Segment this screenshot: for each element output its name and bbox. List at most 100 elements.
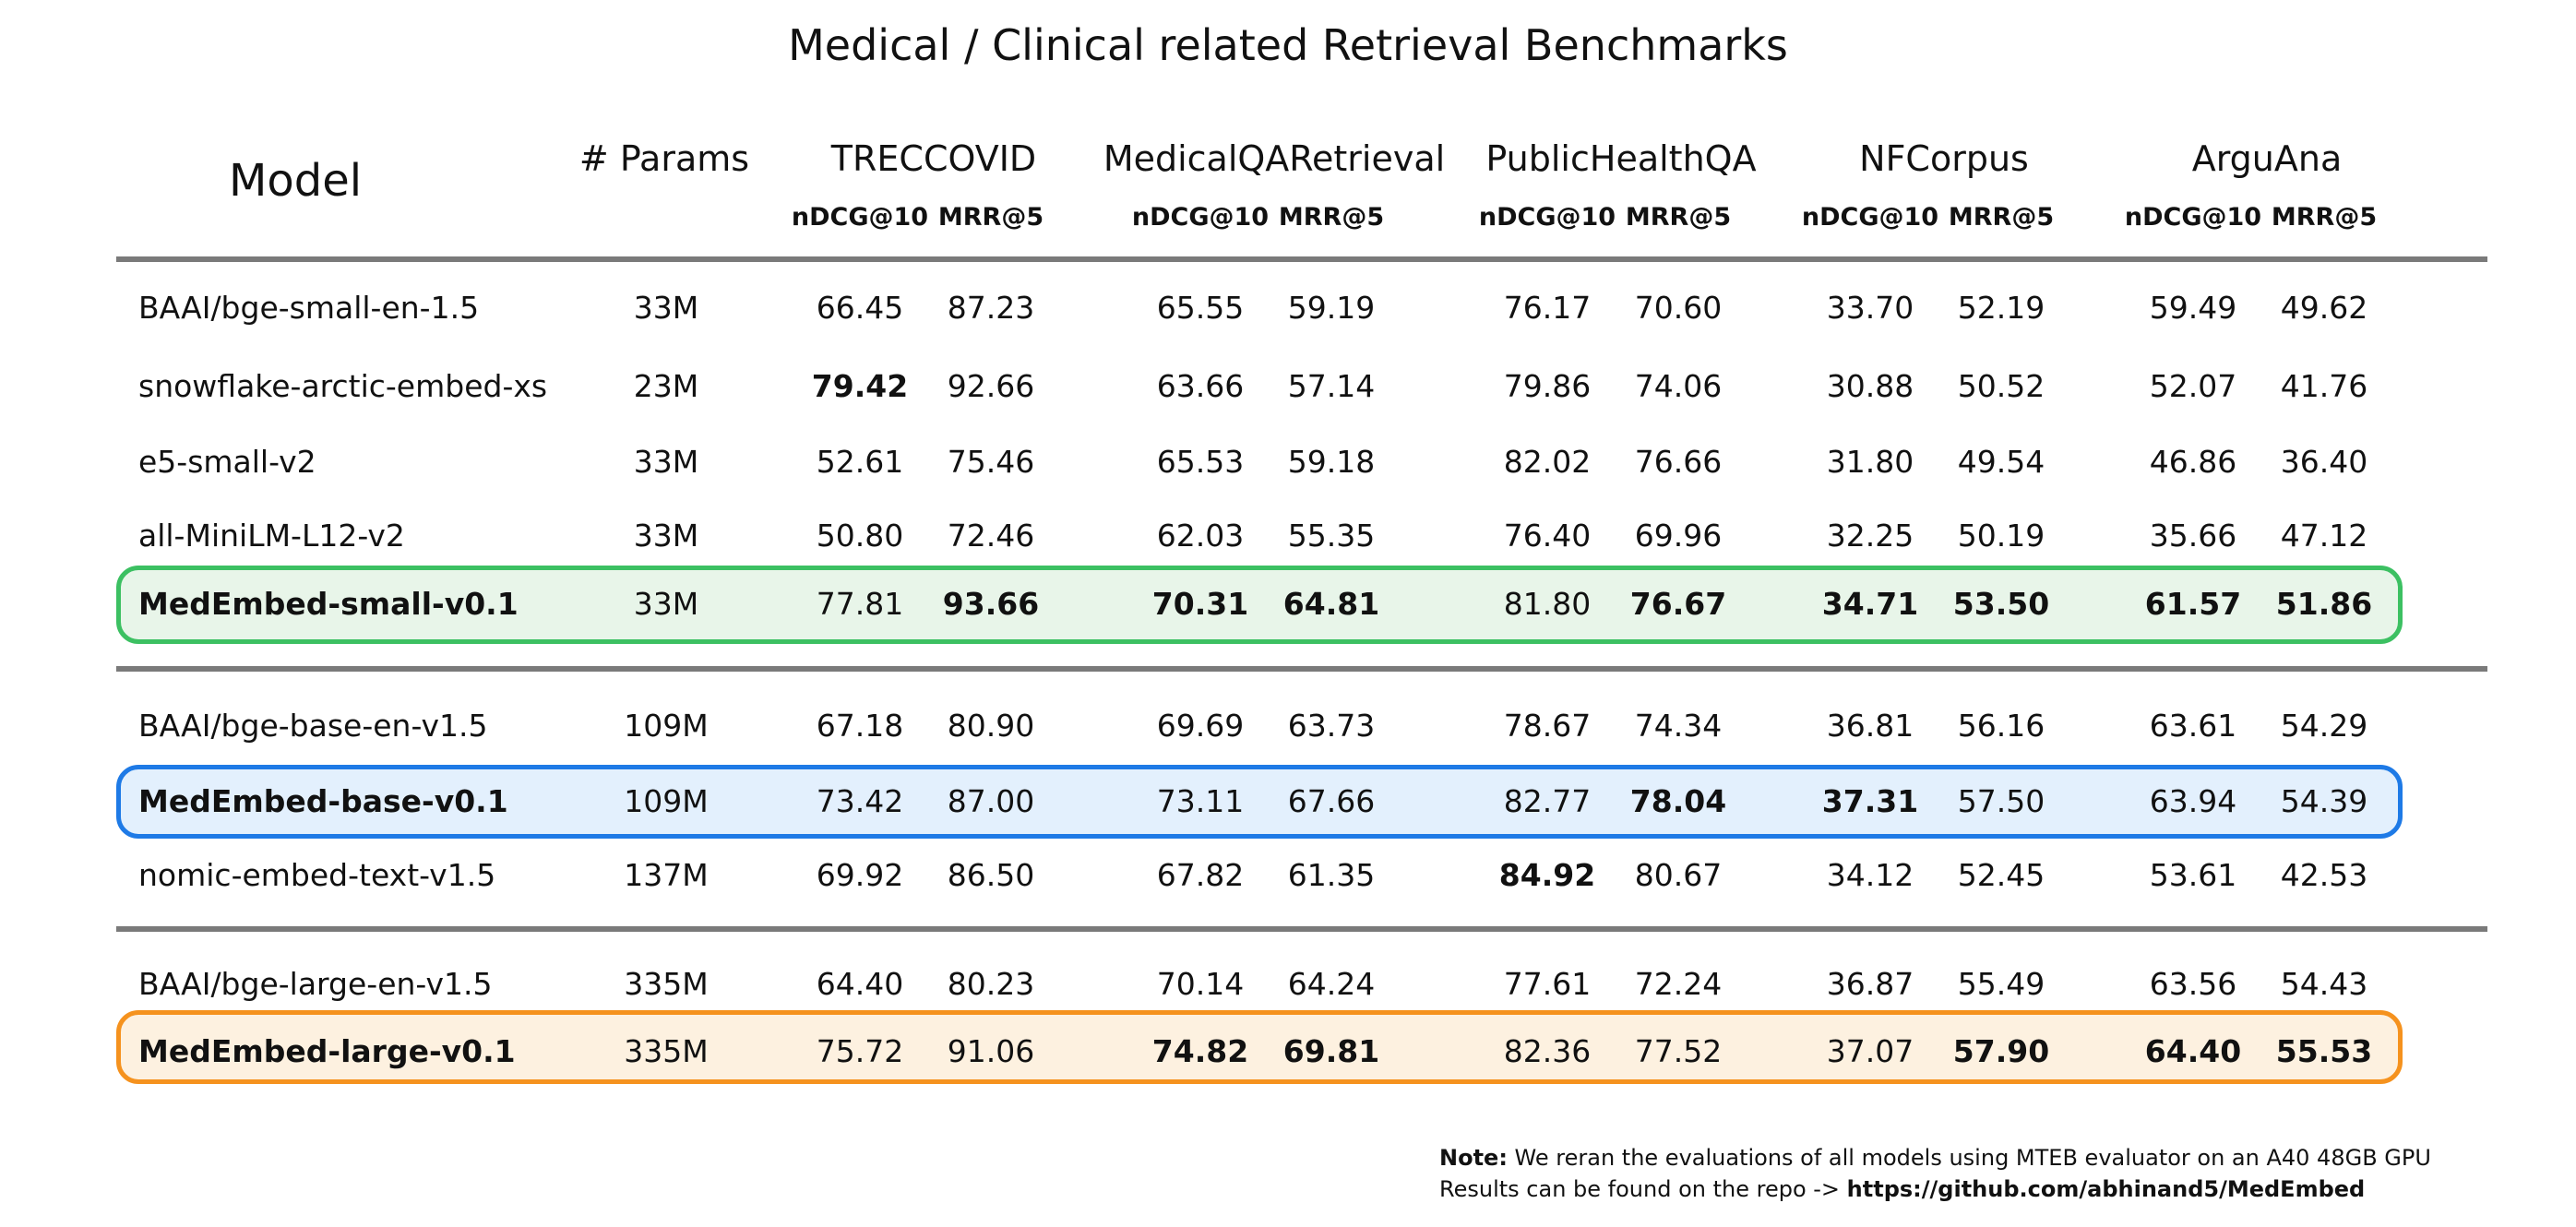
param-count: 109M xyxy=(624,708,709,744)
score-cell: 70.31 xyxy=(1151,586,1249,622)
score-cell: 67.66 xyxy=(1287,783,1376,819)
score-cell: 51.86 xyxy=(2275,586,2373,622)
score-cell: 69.92 xyxy=(816,857,904,893)
score-cell: 86.50 xyxy=(947,857,1035,893)
table-row: e5-small-v2 33M 52.61 75.46 65.53 59.18 82.02 7… xyxy=(0,435,2576,490)
score-cell: 53.50 xyxy=(1952,586,2050,622)
score-cell: 64.81 xyxy=(1282,586,1380,622)
score-cell: 55.35 xyxy=(1287,518,1376,554)
score-cell: 76.67 xyxy=(1629,586,1727,622)
header-publichealthqa: PublicHealthQA xyxy=(1485,138,1757,179)
score-cell: 37.07 xyxy=(1826,1033,1914,1069)
score-cell: 54.29 xyxy=(2280,708,2368,744)
score-cell: 73.42 xyxy=(816,783,904,819)
subheader-arguana-ndcg10: nDCG@10 xyxy=(2124,203,2262,232)
repo-link[interactable]: https://github.com/abhinand5/MedEmbed xyxy=(1846,1176,2366,1202)
score-cell: 30.88 xyxy=(1826,368,1914,404)
note-label: Note: xyxy=(1439,1145,1508,1171)
score-cell: 52.07 xyxy=(2149,368,2237,404)
score-cell: 46.86 xyxy=(2149,444,2237,480)
subheader-nfcorpus-ndcg10: nDCG@10 xyxy=(1801,203,1939,232)
score-cell: 76.17 xyxy=(1503,290,1592,326)
score-cell: 74.82 xyxy=(1151,1033,1249,1069)
score-cell: 75.46 xyxy=(947,444,1035,480)
score-cell: 57.14 xyxy=(1287,368,1376,404)
score-cell: 67.18 xyxy=(816,708,904,744)
param-count: 33M xyxy=(633,444,699,480)
score-cell: 33.70 xyxy=(1826,290,1914,326)
score-cell: 31.80 xyxy=(1826,444,1914,480)
table-row: BAAI/bge-base-en-v1.5 109M 67.18 80.90 69.69… xyxy=(0,698,2576,754)
score-cell: 74.34 xyxy=(1634,708,1723,744)
subheader-nfcorpus-mrr5: MRR@5 xyxy=(1948,203,2055,232)
score-cell: 87.00 xyxy=(947,783,1035,819)
model-name: all-MiniLM-L12-v2 xyxy=(138,518,405,554)
subheader-medicalqaretrieval-mrr5: MRR@5 xyxy=(1278,203,1385,232)
score-cell: 54.39 xyxy=(2280,783,2368,819)
param-count: 23M xyxy=(633,368,699,404)
header-treccovid: TRECCOVID xyxy=(830,138,1037,179)
score-cell: 63.66 xyxy=(1156,368,1245,404)
score-cell: 50.80 xyxy=(816,518,904,554)
score-cell: 70.14 xyxy=(1156,966,1245,1002)
score-cell: 52.19 xyxy=(1957,290,2045,326)
score-cell: 78.04 xyxy=(1629,783,1727,819)
model-name: BAAI/bge-large-en-v1.5 xyxy=(138,966,493,1002)
score-cell: 63.73 xyxy=(1287,708,1376,744)
score-cell: 61.57 xyxy=(2144,586,2242,622)
score-cell: 36.87 xyxy=(1826,966,1914,1002)
subheader-medicalqaretrieval-ndcg10: nDCG@10 xyxy=(1131,203,1270,232)
score-cell: 32.25 xyxy=(1826,518,1914,554)
score-cell: 78.67 xyxy=(1503,708,1592,744)
score-cell: 77.81 xyxy=(816,586,904,622)
table-row: MedEmbed-small-v0.1 33M 77.81 93.66 70.31 64.… xyxy=(0,577,2576,632)
score-cell: 84.92 xyxy=(1498,857,1596,893)
subheader-arguana-mrr5: MRR@5 xyxy=(2271,203,2378,232)
score-cell: 61.35 xyxy=(1287,857,1376,893)
chart-title: Medical / Clinical related Retrieval Ben… xyxy=(788,20,1788,70)
score-cell: 80.67 xyxy=(1634,857,1723,893)
score-cell: 64.24 xyxy=(1287,966,1376,1002)
header-nfcorpus: NFCorpus xyxy=(1859,138,2029,179)
score-cell: 35.66 xyxy=(2149,518,2237,554)
table-row: BAAI/bge-small-en-1.5 33M 66.45 87.23 65.55 5… xyxy=(0,280,2576,336)
table-row: snowflake-arctic-embed-xs 23M 79.42 92.66 63… xyxy=(0,359,2576,414)
score-cell: 87.23 xyxy=(947,290,1035,326)
score-cell: 65.53 xyxy=(1156,444,1245,480)
model-name: MedEmbed-small-v0.1 xyxy=(138,586,519,622)
score-cell: 36.40 xyxy=(2280,444,2368,480)
divider-small-base xyxy=(116,666,2487,672)
score-cell: 69.69 xyxy=(1156,708,1245,744)
score-cell: 82.77 xyxy=(1503,783,1592,819)
score-cell: 63.56 xyxy=(2149,966,2237,1002)
score-cell: 64.40 xyxy=(2144,1033,2242,1069)
highlight-box-medembed-large-v0-1 xyxy=(116,1010,2403,1084)
score-cell: 34.12 xyxy=(1826,857,1914,893)
table-row: BAAI/bge-large-en-v1.5 335M 64.40 80.23 70.1… xyxy=(0,957,2576,1012)
model-name: nomic-embed-text-v1.5 xyxy=(138,857,496,893)
score-cell: 82.02 xyxy=(1503,444,1592,480)
param-count: 33M xyxy=(633,290,699,326)
note-line1: We reran the evaluations of all models u… xyxy=(1507,1145,2431,1171)
score-cell: 63.61 xyxy=(2149,708,2237,744)
model-name: MedEmbed-large-v0.1 xyxy=(138,1033,516,1069)
score-cell: 53.61 xyxy=(2149,857,2237,893)
highlight-box-medembed-small-v0-1 xyxy=(116,566,2403,644)
score-cell: 74.06 xyxy=(1634,368,1723,404)
table-row: nomic-embed-text-v1.5 137M 69.92 86.50 67.82… xyxy=(0,848,2576,903)
model-name: BAAI/bge-base-en-v1.5 xyxy=(138,708,488,744)
subheader-treccovid-mrr5: MRR@5 xyxy=(937,203,1044,232)
score-cell: 50.19 xyxy=(1957,518,2045,554)
score-cell: 34.71 xyxy=(1821,586,1919,622)
score-cell: 81.80 xyxy=(1503,586,1592,622)
footnote: Note: We reran the evaluations of all mo… xyxy=(1439,1142,2431,1205)
score-cell: 82.36 xyxy=(1503,1033,1592,1069)
score-cell: 47.12 xyxy=(2280,518,2368,554)
score-cell: 72.24 xyxy=(1634,966,1723,1002)
score-cell: 80.23 xyxy=(947,966,1035,1002)
divider-base-large xyxy=(116,926,2487,932)
score-cell: 56.16 xyxy=(1957,708,2045,744)
score-cell: 66.45 xyxy=(816,290,904,326)
header-model: Model xyxy=(228,155,363,207)
score-cell: 92.66 xyxy=(947,368,1035,404)
